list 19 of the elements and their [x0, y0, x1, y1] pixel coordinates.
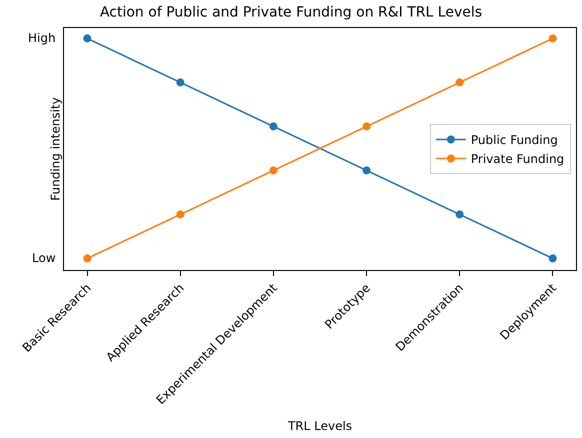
point: [548, 254, 557, 262]
point: [548, 34, 557, 42]
point: [176, 78, 184, 86]
point: [269, 122, 278, 130]
chart-title: Action of Public and Private Funding on R&I TRL Levels: [100, 4, 482, 20]
point: [269, 166, 278, 174]
point: [83, 254, 92, 262]
text: Low: [32, 251, 56, 265]
point: [456, 210, 464, 218]
x-axis-title: TRL Levels: [286, 419, 352, 434]
point: [83, 34, 92, 42]
text: High: [28, 31, 56, 45]
point: [362, 166, 371, 174]
y-axis-title: Funding intensity: [48, 97, 62, 201]
point: [176, 210, 184, 218]
legend-label: Public Funding: [470, 133, 558, 148]
point: [362, 122, 371, 130]
point: [456, 78, 464, 86]
legend-label: Private Funding: [470, 152, 564, 166]
